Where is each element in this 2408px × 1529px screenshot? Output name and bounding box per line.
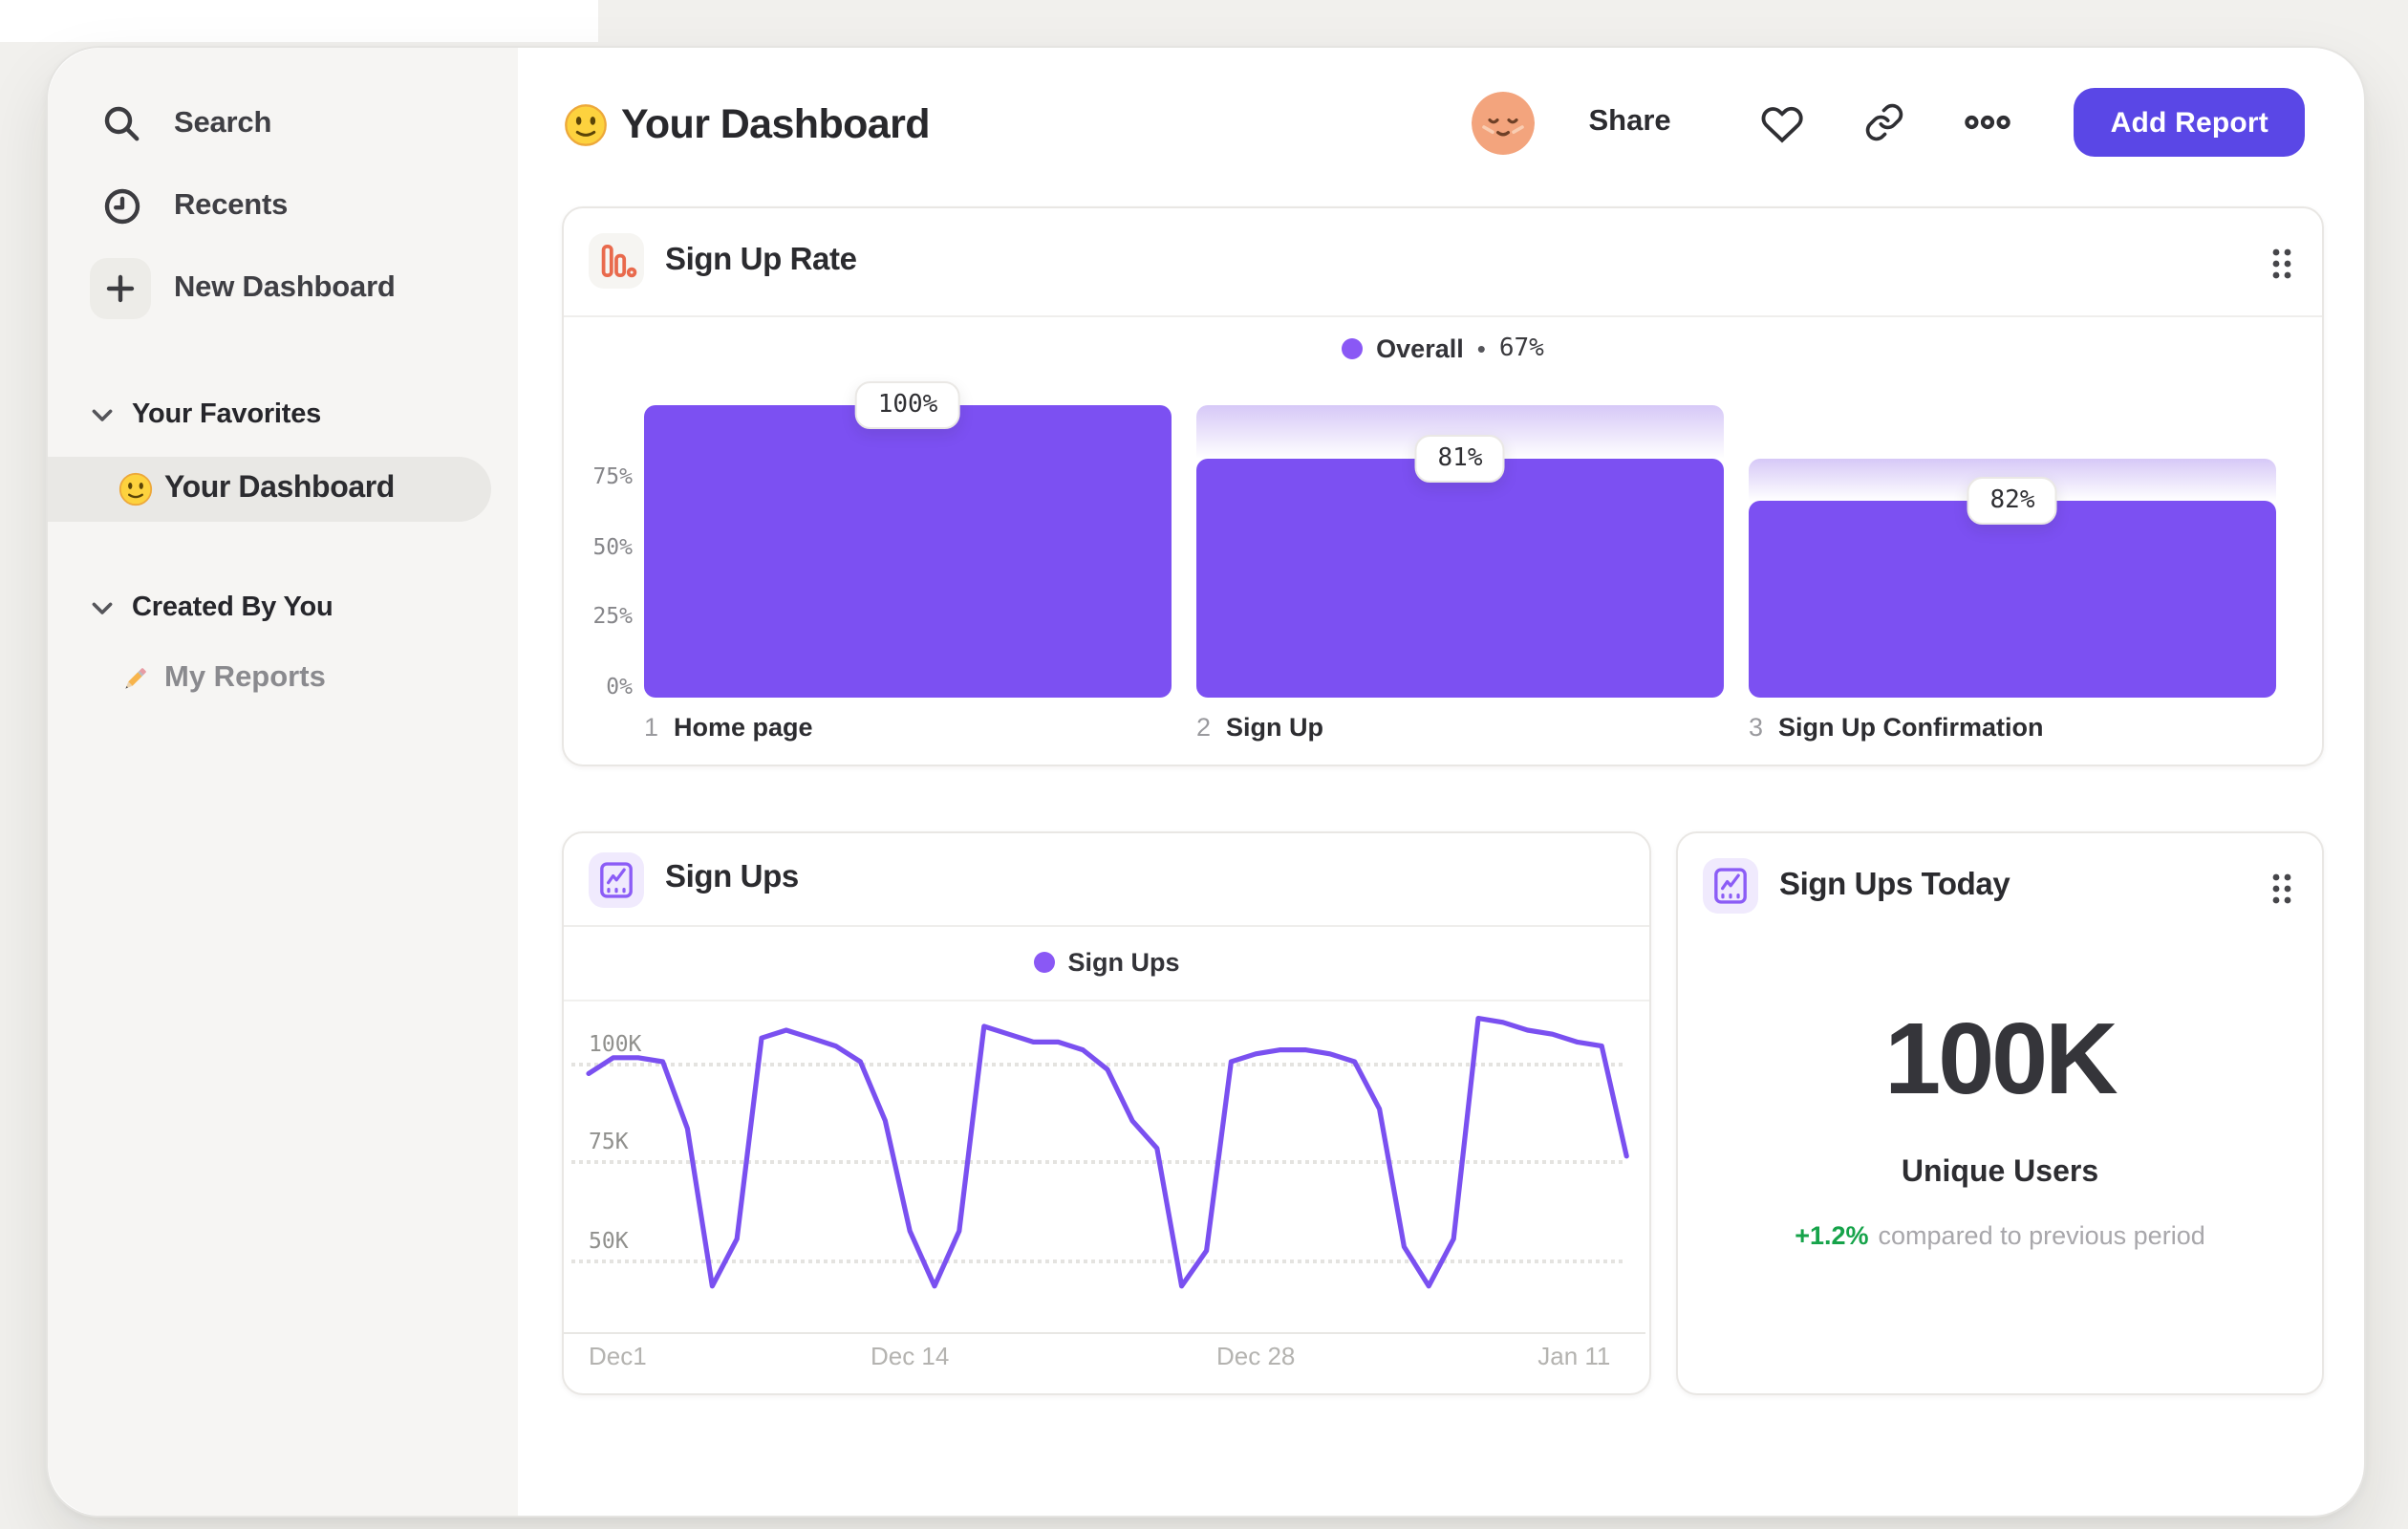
page-title: Your Dashboard: [564, 99, 931, 149]
card-title: Sign Ups Today: [1779, 868, 2010, 902]
card-header: Sign Ups Today: [1678, 833, 2322, 940]
sidebar-item-recents[interactable]: Recents: [48, 178, 503, 235]
funnel-bar[interactable]: 81%: [1196, 394, 1724, 698]
line-x-tick: Jan 11: [1537, 1342, 1611, 1370]
add-report-button[interactable]: Add Report: [2074, 88, 2305, 157]
funnel-value-chip: 100%: [854, 381, 961, 429]
card-title: Sign Up Rate: [665, 243, 857, 277]
today-metric-label: Unique Users: [1901, 1156, 2099, 1189]
funnel-step-label: 1 Home page: [644, 713, 813, 742]
funnel-chart: 100% 81% 82% 75% 50% 25% 0%: [592, 381, 2276, 700]
line-legend: Sign Ups: [564, 925, 1649, 1001]
sidebar: Search Recents New Dashboard Your Favori…: [48, 48, 518, 1516]
funnel-x-labels: 1 Home page 2 Sign Up 3 Sign Up Confirmation: [644, 713, 2276, 742]
funnel-value-chip: 82%: [1967, 476, 2058, 525]
sidebar-item-label: Recents: [174, 189, 289, 222]
delta-note: compared to previous period: [1878, 1221, 2205, 1250]
pencil-icon: [118, 662, 151, 695]
header-actions: Share Add Report: [1472, 88, 2305, 157]
legend-value: 67%: [1498, 334, 1544, 362]
clock-icon: [99, 183, 145, 229]
legend-separator: •: [1476, 334, 1486, 362]
funnel-y-tick: 0%: [606, 673, 633, 700]
line-x-labels: Dec1 Dec 14 Dec 28 Jan 11: [564, 1342, 1645, 1380]
sidebar-item-your-dashboard[interactable]: Your Dashboard: [48, 457, 491, 522]
browser-top-strip: [0, 0, 598, 42]
line-y-tick: 50K: [589, 1226, 629, 1253]
line-y-tick: 75K: [589, 1128, 629, 1154]
sidebar-item-search[interactable]: Search: [48, 96, 503, 153]
today-big-number: 100K: [1884, 1003, 2118, 1116]
today-delta-row: +1.2% compared to previous period: [1678, 1221, 2322, 1250]
legend-dot: [1033, 952, 1055, 973]
legend-dot: [1342, 337, 1364, 358]
gridline: [571, 1259, 1623, 1262]
chevron-down-icon: [92, 601, 113, 614]
funnel-step-label: 2 Sign Up: [1196, 713, 1324, 742]
sidebar-section-your-favorites[interactable]: Your Favorites: [48, 394, 503, 436]
section-label: Your Favorites: [132, 399, 322, 430]
line-y-tick: 100K: [589, 1029, 642, 1056]
plus-icon: [90, 258, 151, 319]
legend-series: Sign Ups: [1067, 948, 1180, 977]
sidebar-item-label: Search: [174, 107, 272, 140]
avatar[interactable]: [1472, 91, 1536, 154]
smiley-icon: [118, 472, 153, 506]
sidebar-section-created-by-you[interactable]: Created By You: [48, 587, 503, 629]
drag-handle-icon[interactable]: [2270, 247, 2293, 281]
sidebar-item-label: New Dashboard: [174, 271, 396, 304]
heart-icon[interactable]: [1759, 99, 1805, 145]
line-chart-icon: [1703, 858, 1758, 914]
section-label: Created By You: [132, 592, 333, 623]
sidebar-item-label: My Reports: [164, 661, 326, 694]
drag-handle-icon[interactable]: [2270, 872, 2293, 906]
smiley-icon: [564, 102, 608, 146]
app-window: Search Recents New Dashboard Your Favori…: [46, 46, 2366, 1518]
delta-value: +1.2%: [1795, 1221, 1869, 1250]
funnel-y-tick: 50%: [592, 532, 633, 559]
gridline: [571, 1160, 1623, 1164]
bar-chart-icon: [589, 233, 644, 289]
sidebar-item-new-dashboard[interactable]: New Dashboard: [48, 258, 503, 319]
sidebar-item-label: Your Dashboard: [164, 472, 395, 505]
share-button[interactable]: Share: [1588, 105, 1671, 138]
search-icon: [99, 101, 145, 147]
page-title-text: Your Dashboard: [621, 100, 931, 146]
funnel-y-tick: 25%: [592, 602, 633, 630]
funnel-legend: Overall • 67%: [564, 327, 2322, 369]
link-icon[interactable]: [1862, 99, 1908, 145]
funnel-bar[interactable]: 100%: [644, 381, 1172, 698]
line-x-tick: Dec 28: [1216, 1342, 1296, 1370]
funnel-value-chip: 81%: [1414, 434, 1506, 483]
funnel-bar[interactable]: 82%: [1749, 394, 2276, 698]
line-chart-icon: [589, 852, 644, 908]
funnel-step-label: 3 Sign Up Confirmation: [1749, 713, 2044, 742]
line-chart: 100K 75K 50K: [564, 1000, 1645, 1334]
legend-series: Overall: [1376, 334, 1464, 362]
card-sign-up-rate: Sign Up Rate Overall • 67% 100% 81% 82% 75…: [562, 206, 2324, 766]
funnel-y-tick: 75%: [592, 462, 633, 489]
line-x-tick: Dec1: [589, 1342, 647, 1370]
sign-ups-series-line: [586, 1016, 1629, 1289]
card-title: Sign Ups: [665, 860, 799, 894]
chevron-down-icon: [92, 408, 113, 421]
line-x-tick: Dec 14: [870, 1342, 950, 1370]
sidebar-item-my-reports[interactable]: My Reports: [48, 650, 491, 707]
card-sign-ups: Sign Ups Sign Ups 100K 75K 50K Dec1 Dec 14 D…: [562, 831, 1651, 1395]
ellipsis-icon[interactable]: [1965, 99, 2011, 145]
card-sign-ups-today: Sign Ups Today 100K Unique Users +1.2% co…: [1676, 831, 2324, 1395]
card-header: Sign Ups: [564, 833, 1649, 927]
card-header: Sign Up Rate: [564, 208, 2322, 317]
